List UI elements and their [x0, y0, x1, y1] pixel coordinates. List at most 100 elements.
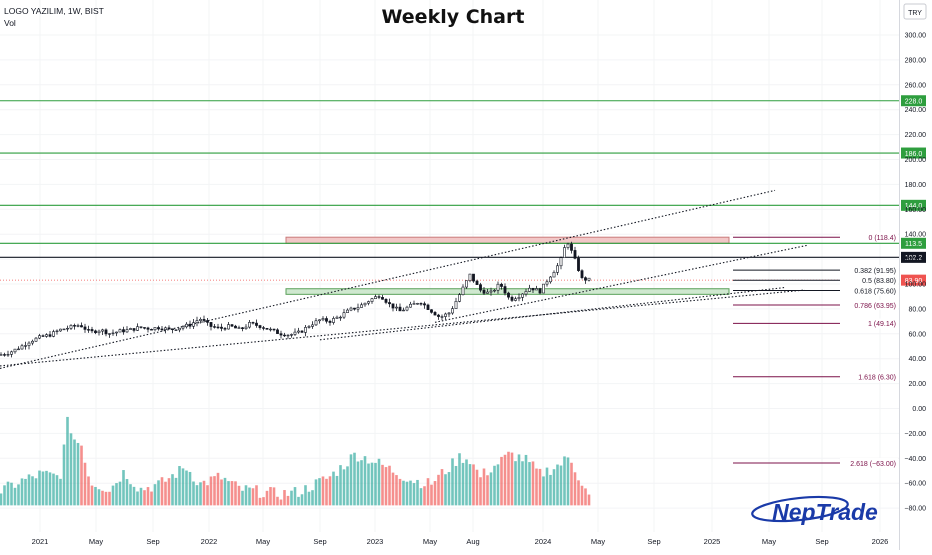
volume-bar [314, 479, 318, 506]
volume-bar [465, 459, 468, 506]
volume-bar [139, 487, 143, 506]
price-tick-label: 240.00 [905, 107, 927, 114]
volume-bar [136, 491, 139, 506]
fib-label: 0.5 (83.80) [862, 278, 896, 285]
candle-body [164, 327, 167, 330]
currency-button[interactable]: TRY [903, 3, 927, 20]
volume-bar [206, 485, 209, 506]
candle-body [181, 326, 185, 329]
volume-bar [41, 471, 45, 506]
volume-bar [535, 468, 538, 506]
volume-bar [346, 466, 349, 506]
candle-body [227, 324, 230, 330]
candle-body [402, 309, 405, 312]
volume-bar [332, 471, 335, 506]
volume-bar [458, 453, 461, 506]
candle-body [419, 303, 423, 305]
candle-body [545, 281, 549, 285]
candle-body [577, 258, 580, 271]
candle-body [80, 325, 83, 328]
candle-body [349, 307, 353, 311]
candle-body [524, 291, 528, 295]
candle-body [195, 320, 199, 323]
volume-bar [279, 499, 283, 506]
candle-body [342, 312, 346, 318]
candle-body [549, 276, 552, 283]
volume-bar [255, 485, 258, 506]
candle-body [339, 316, 342, 319]
candle-body [17, 348, 20, 351]
volume-bar [31, 476, 34, 506]
candle-body [83, 326, 87, 330]
volume-bar [223, 477, 227, 506]
volume-bar [213, 476, 216, 506]
volume-bar [374, 462, 377, 506]
candle-body [475, 280, 479, 285]
trendline-upper-channel [0, 189, 776, 369]
candle-body [559, 257, 563, 267]
candle-body [496, 283, 500, 291]
volume-bar [55, 475, 59, 506]
volume-bar [381, 464, 384, 506]
volume-bar [146, 487, 150, 506]
time-tick-label: Sep [146, 537, 159, 546]
price-tick-label: 100.00 [905, 282, 927, 289]
candle-body [535, 288, 538, 291]
chart-title: Weekly Chart [382, 6, 525, 28]
candle-body [398, 306, 402, 312]
candle-body [143, 327, 146, 329]
level-price-label: 144.0 [905, 203, 923, 210]
logo-swoosh-icon [751, 495, 849, 523]
fib-label: 1 (49.14) [868, 321, 896, 328]
volume-bar [377, 458, 381, 506]
candle-body [258, 325, 262, 328]
volume-bar [227, 481, 230, 506]
volume-bar [321, 476, 325, 506]
candle-body [269, 328, 272, 331]
volume-bar [125, 479, 129, 506]
volume-bar [531, 461, 535, 506]
volume-bar [444, 474, 447, 506]
candle-body [276, 329, 279, 334]
candle-body [192, 322, 195, 327]
volume-bar [293, 487, 297, 506]
candle-body [216, 326, 220, 329]
volume-bar [234, 481, 237, 506]
candle-body [139, 326, 143, 328]
candle-body [66, 327, 69, 330]
candle-body [286, 334, 290, 337]
fib-label: 0.618 (75.60) [854, 288, 896, 295]
volume-bar [451, 458, 454, 506]
volume-bar [416, 479, 419, 506]
volume-bar [6, 481, 10, 506]
trendline-lower-channel [319, 286, 786, 341]
candle-body [55, 330, 59, 333]
last-price-label: 83.90 [905, 278, 923, 285]
candle-body [73, 325, 76, 327]
time-tick-label: 2024 [535, 537, 552, 546]
price-tick-label: 140.00 [905, 232, 927, 239]
candle-body [451, 308, 454, 314]
candle-body [185, 323, 188, 328]
candle-body [255, 322, 258, 326]
volume-bar [94, 486, 97, 506]
candle-body [104, 329, 108, 335]
volume-bar [237, 485, 241, 506]
volume-bar [507, 451, 510, 506]
volume-bar [328, 476, 332, 506]
candle-body [570, 243, 573, 251]
volume-bar [349, 454, 353, 506]
volume-bar [290, 490, 293, 506]
candle-body [360, 304, 363, 308]
volume-bar [566, 457, 570, 506]
neptrade-logo: NepTrade [751, 495, 878, 525]
price-tick-label: −20.00 [904, 431, 926, 438]
fib-label-bg [840, 265, 898, 276]
volume-bar [528, 462, 531, 506]
candle-body [426, 304, 430, 310]
volume-bar [101, 490, 104, 506]
volume-bar [276, 496, 279, 506]
candle-body [486, 291, 489, 294]
